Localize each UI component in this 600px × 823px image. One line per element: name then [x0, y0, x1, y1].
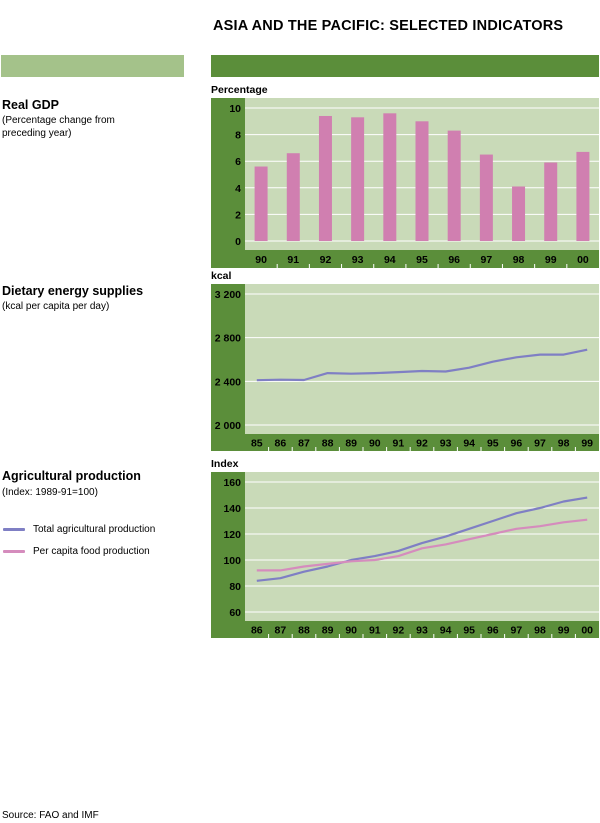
gdp-subtitle: (Percentage change from preceding year)	[2, 115, 115, 139]
chart-0-bar	[318, 115, 332, 241]
page-title: ASIA AND THE PACIFIC: SELECTED INDICATOR…	[213, 18, 564, 34]
gdp-title: Real GDP	[2, 98, 59, 112]
legend-label-per-capita: Per capita food production	[33, 546, 150, 557]
chart-0-xtick-label: 97	[481, 254, 493, 266]
chart-1-xtick-label: 85	[251, 438, 263, 450]
chart-0-xtick-label: 00	[577, 254, 589, 266]
agr-title: Agricultural production	[2, 469, 141, 483]
legend-total-agricultural: Total agricultural production	[3, 524, 155, 535]
chart-0-xtick-label: 92	[320, 254, 332, 266]
chart-2-xtick-label: 86	[251, 625, 263, 637]
chart-2-xtick-label: 89	[322, 625, 334, 637]
chart-1-xtick-label: 96	[511, 438, 523, 450]
legend-swatch-blue	[3, 528, 25, 531]
chart-1-xtick-label: 89	[345, 438, 357, 450]
chart-0-xtick-label: 96	[448, 254, 460, 266]
chart-2-xaxis-band	[211, 621, 599, 638]
chart-1-xtick-label: 88	[322, 438, 334, 450]
chart-0-xtick-label: 93	[352, 254, 364, 266]
chart-2-ytick-label: 160	[223, 477, 241, 489]
chart-0-unit-label: Percentage	[211, 84, 268, 96]
chart-0-bar	[254, 166, 268, 241]
chart-1-plot-area	[245, 284, 599, 434]
chart-2-ytick-label: 120	[223, 529, 241, 541]
header-bar-dark	[211, 55, 599, 77]
chart-2-ytick-label: 140	[223, 503, 241, 515]
chart-1-yaxis-strip	[211, 284, 245, 434]
chart-1-ytick-label: 2 000	[215, 420, 241, 432]
chart-1-xtick-label: 93	[440, 438, 452, 450]
chart-2-ytick-label: 80	[229, 581, 241, 593]
source-note: Source: FAO and IMF	[2, 810, 99, 821]
chart-1-xaxis-band	[211, 434, 599, 451]
chart-0-xaxis-band	[211, 250, 599, 268]
chart-1-xtick-label: 97	[534, 438, 546, 450]
chart-2-xtick-label: 87	[275, 625, 287, 637]
chart-0-bar	[479, 154, 493, 241]
legend-per-capita-food: Per capita food production	[3, 546, 150, 557]
chart-0-ytick-label: 2	[235, 209, 241, 221]
chart-2-xtick-label: 97	[511, 625, 523, 637]
chart-0-bar	[351, 117, 365, 241]
chart-1-xtick-label: 98	[558, 438, 570, 450]
chart-0-xtick-label: 99	[545, 254, 557, 266]
chart-0-bar	[544, 162, 558, 241]
chart-0-ytick-label: 0	[235, 236, 241, 248]
chart-2-xtick-label: 93	[416, 625, 428, 637]
chart-2-ytick-label: 100	[223, 555, 241, 567]
chart-2-xtick-label: 91	[369, 625, 381, 637]
chart-0-bar	[286, 153, 300, 241]
chart-0-bar	[383, 113, 397, 241]
chart-0-xtick-label: 90	[255, 254, 267, 266]
chart-2-ytick-label: 60	[229, 607, 241, 619]
agr-subtitle: (Index: 1989-91=100)	[2, 487, 98, 498]
chart-2-unit-label: Index	[211, 458, 239, 470]
chart-2-series-line	[256, 496, 588, 582]
chart-2-plot-area	[245, 472, 599, 621]
chart-0-bar	[512, 186, 526, 241]
chart-1-xtick-label: 86	[275, 438, 287, 450]
chart-2-xtick-label: 99	[558, 625, 570, 637]
header-bar-light	[1, 55, 184, 77]
chart-1-xtick-label: 99	[581, 438, 593, 450]
chart-2-xtick-label: 94	[440, 625, 452, 637]
des-title: Dietary energy supplies	[2, 284, 144, 298]
chart-1-ytick-label: 3 200	[215, 289, 241, 301]
chart-2-xtick-label: 88	[298, 625, 310, 637]
chart-2-series-line	[256, 518, 588, 572]
chart-0-bar	[576, 151, 590, 241]
des-subtitle: (kcal per capita per day)	[2, 301, 110, 312]
chart-0-xtick-label: 91	[287, 254, 299, 266]
chart-1-xtick-label: 94	[463, 438, 475, 450]
chart-2-xtick-label: 00	[581, 625, 593, 637]
chart-0-ytick-label: 4	[235, 183, 241, 195]
chart-1-ytick-label: 2 800	[215, 333, 241, 345]
chart-0-ytick-label: 8	[235, 130, 241, 142]
chart-0-bar	[415, 121, 429, 241]
chart-2-xtick-label: 96	[487, 625, 499, 637]
chart-0-xtick-label: 98	[513, 254, 525, 266]
chart-1-series-line	[256, 348, 588, 382]
chart-0-bar	[447, 130, 461, 241]
chart-2-xtick-label: 95	[463, 625, 475, 637]
chart-2-xtick-label: 92	[393, 625, 405, 637]
chart-0-yaxis-strip	[211, 98, 245, 250]
legend-swatch-pink	[3, 550, 25, 553]
chart-2-yaxis-strip	[211, 472, 245, 621]
legend-label-total: Total agricultural production	[33, 524, 156, 535]
chart-1-xtick-label: 91	[393, 438, 405, 450]
chart-1-ytick-label: 2 400	[215, 376, 241, 388]
chart-0-xtick-label: 95	[416, 254, 428, 266]
chart-0-ytick-label: 10	[229, 103, 241, 115]
chart-1-unit-label: kcal	[211, 270, 232, 282]
chart-1-xtick-label: 95	[487, 438, 499, 450]
chart-1-xtick-label: 87	[298, 438, 310, 450]
chart-1-xtick-label: 92	[416, 438, 428, 450]
chart-2-xtick-label: 98	[534, 625, 546, 637]
chart-2-xtick-label: 90	[345, 625, 357, 637]
chart-0-ytick-label: 6	[235, 156, 241, 168]
chart-1-xtick-label: 90	[369, 438, 381, 450]
chart-0-xtick-label: 94	[384, 254, 396, 266]
